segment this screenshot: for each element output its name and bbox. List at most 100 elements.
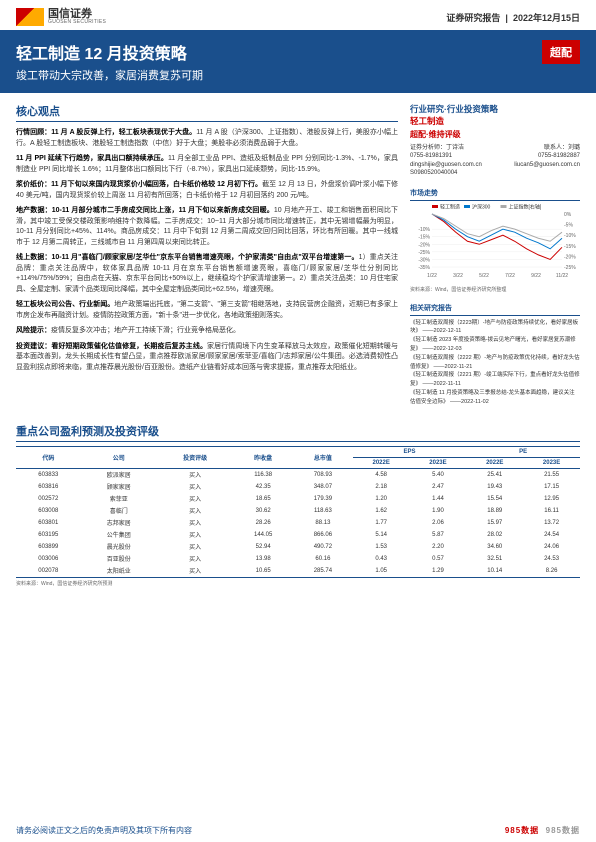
rating-text: 超配·维持评级 <box>410 129 580 140</box>
td: 太阳纸业 <box>81 565 157 578</box>
table-row: 603833欧派家居买入116.38708.934.585.4025.4121.… <box>16 468 580 481</box>
svg-text:-10%: -10% <box>564 233 576 239</box>
td: 603899 <box>16 541 81 553</box>
td: 60.16 <box>293 553 353 565</box>
rating-badge: 超配 <box>542 40 580 64</box>
para-6-lead: 轻工板块公司公告、行业新闻。 <box>16 301 114 308</box>
td: 003006 <box>16 553 81 565</box>
td: 12.95 <box>523 493 580 505</box>
phone1: 0755-81981391 <box>410 152 452 160</box>
td: 116.38 <box>233 468 293 481</box>
td: 2.47 <box>410 481 467 493</box>
td: 18.65 <box>233 493 293 505</box>
th: 公司 <box>81 446 157 468</box>
td: 21.55 <box>523 468 580 481</box>
td: 42.35 <box>233 481 293 493</box>
td: 708.93 <box>293 468 353 481</box>
td: 30.62 <box>233 505 293 517</box>
td: 4.58 <box>353 468 410 481</box>
related-list: 《轻工制造双周报（2223期）-地产与防疫政策持续优化，看好家居板块》 ——20… <box>410 319 580 407</box>
th-sub: 2022E <box>353 457 410 468</box>
td: 百亚股份 <box>81 553 157 565</box>
para-2-lead: 11 月 PPI 延续下行趋势，家具出口额持续承压。 <box>16 155 168 162</box>
table-head: 代码公司投资评级昨收盘总市值EPSPE2022E2023E2022E2023E <box>16 446 580 468</box>
para-8-lead: 投资建议：看好短期政策催化估值修复，长期疫后复苏主线。 <box>16 343 207 350</box>
email2: liucan5@guosen.com.cn <box>514 161 580 169</box>
td: 5.14 <box>353 529 410 541</box>
wm2: 985数据 <box>546 826 580 835</box>
email1: dingshijie@guosen.com.cn <box>410 161 482 169</box>
td: 002572 <box>16 493 81 505</box>
para-5: 线上数据：10-11 月"喜临门/顾家家居/芝华仕"京东平台销售增速亮眼，个护家… <box>16 253 398 295</box>
td: 买入 <box>157 468 233 481</box>
para-4: 地产数据：10-11 月部分城市二手房成交同比上涨，11 月下旬以来新房成交回暖… <box>16 206 398 248</box>
td: 25.41 <box>466 468 523 481</box>
footer-watermark: 985数据 985数据 <box>505 825 580 836</box>
td: 0.43 <box>353 553 410 565</box>
td: 348.07 <box>293 481 353 493</box>
table-row: 603008喜临门买入30.62118.631.621.9018.8916.11 <box>16 505 580 517</box>
para-7-body: 疫情反复多次冲击；地产开工持续下滑；行业竞争格局恶化。 <box>51 327 240 334</box>
td: 285.74 <box>293 565 353 578</box>
svg-text:0%: 0% <box>564 212 572 218</box>
svg-text:9/22: 9/22 <box>531 273 541 279</box>
related-item: 《轻工制造 2023 年度投资策略-拨云见地产曙光，看好家居复苏潮修复》 ——2… <box>410 336 580 354</box>
td: 喜临门 <box>81 505 157 517</box>
td: 13.72 <box>523 517 580 529</box>
td: 603195 <box>16 529 81 541</box>
table-row: 603899晨光股份买入52.94490.721.532.2034.6024.0… <box>16 541 580 553</box>
td: 买入 <box>157 505 233 517</box>
td: 8.26 <box>523 565 580 578</box>
related-block: 相关研究报告 《轻工制造双周报（2223期）-地产与防疫政策持续优化，看好家居板… <box>410 303 580 407</box>
td: 5.40 <box>410 468 467 481</box>
phone-row: 0755-81981391 0755-81982887 <box>410 152 580 160</box>
logo-block: 国信证券 GUOSEN SECURITIES <box>16 8 106 26</box>
td: 2.18 <box>353 481 410 493</box>
para-1: 行情回顾：11 月 A 股反弹上行，轻工板块表现优于大盘。11 月 A 股（沪深… <box>16 128 398 149</box>
td: 179.39 <box>293 493 353 505</box>
chart-block: 市场走势 -10%-15%-20%-25%-30%-35%0%-5%-10%-1… <box>410 188 580 293</box>
th: 投资评级 <box>157 446 233 468</box>
td: 490.72 <box>293 541 353 553</box>
footer-disclaimer: 请务必阅读正文之后的免责声明及其项下所有内容 <box>16 825 192 836</box>
related-heading: 相关研究报告 <box>410 303 580 316</box>
td: 1.05 <box>353 565 410 578</box>
td: 603816 <box>16 481 81 493</box>
para-5-lead: 线上数据：10-11 月"喜临门/顾家家居/芝华仕"京东平台销售增速亮眼，个护家… <box>16 254 359 261</box>
td: 2.20 <box>410 541 467 553</box>
svg-text:-25%: -25% <box>418 249 430 255</box>
para-8: 投资建议：看好短期政策催化估值修复，长期疫后复苏主线。家居行情周境下内生变革释放… <box>16 342 398 374</box>
th-sub: 2023E <box>410 457 467 468</box>
svg-text:-10%: -10% <box>418 227 430 233</box>
td: 欧派家居 <box>81 468 157 481</box>
para-4-lead: 地产数据：10-11 月部分城市二手房成交同比上涨，11 月下旬以来新房成交回暖… <box>16 207 274 214</box>
th-group: EPS <box>353 446 467 457</box>
td: 19.43 <box>466 481 523 493</box>
td: 603833 <box>16 468 81 481</box>
table-body: 603833欧派家居买入116.38708.934.585.4025.4121.… <box>16 468 580 577</box>
forecast-table: 代码公司投资评级昨收盘总市值EPSPE2022E2023E2022E2023E … <box>16 446 580 578</box>
th-sub: 2023E <box>523 457 580 468</box>
td: 晨光股份 <box>81 541 157 553</box>
related-item: 《轻工制造双周报（2223期）-地产与防疫政策持续优化，看好家居板块》 ——20… <box>410 319 580 337</box>
td: 1.53 <box>353 541 410 553</box>
td: 17.15 <box>523 481 580 493</box>
para-7-lead: 风险提示： <box>16 327 51 334</box>
td: 15.97 <box>466 517 523 529</box>
th: 昨收盘 <box>233 446 293 468</box>
svg-text:-25%: -25% <box>564 265 576 271</box>
td: 买入 <box>157 517 233 529</box>
para-7: 风险提示：疫情反复多次冲击；地产开工持续下滑；行业竞争格局恶化。 <box>16 326 398 337</box>
page-title: 轻工制造 12 月投资策略 <box>16 40 580 64</box>
left-column: 核心观点 行情回顾：11 月 A 股反弹上行，轻工板块表现优于大盘。11 月 A… <box>16 103 398 417</box>
td: 10.65 <box>233 565 293 578</box>
svg-text:沪深300: 沪深300 <box>472 204 491 211</box>
svg-text:-15%: -15% <box>564 243 576 249</box>
para-1-lead: 行情回顾：11 月 A 股反弹上行，轻工板块表现优于大盘。 <box>16 129 196 136</box>
td: 1.20 <box>353 493 410 505</box>
logo-text: 国信证券 GUOSEN SECURITIES <box>48 9 106 25</box>
logo-icon <box>16 8 44 26</box>
td: 1.62 <box>353 505 410 517</box>
td: 24.06 <box>523 541 580 553</box>
td: 买入 <box>157 481 233 493</box>
